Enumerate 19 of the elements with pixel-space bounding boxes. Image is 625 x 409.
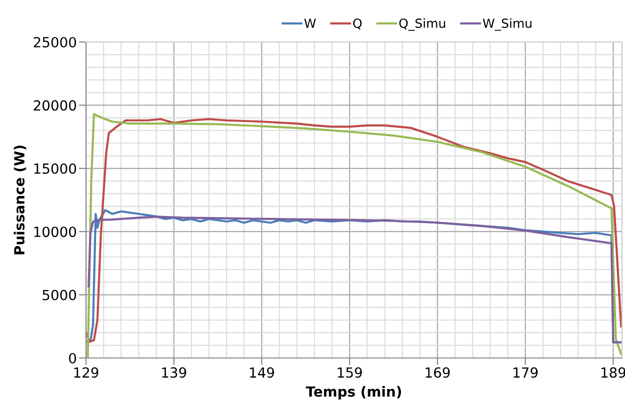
y-tick-label: 25000 [34,36,76,48]
y-tick-label: 0 [69,352,76,364]
x-tick-label: 189 [601,367,625,378]
y-tick-label: 10000 [34,226,76,238]
y-tick-label: 20000 [34,100,76,111]
legend-label: Q_Simu [399,18,446,31]
x-tick-label: 129 [74,367,98,378]
legend-label: W [304,18,316,28]
x-tick-label: 159 [338,367,362,378]
x-tick-label: 169 [426,367,450,378]
x-tick-label: 139 [162,367,186,378]
y-axis-title: Puissance (W) [14,146,26,254]
legend-label: Q [353,18,362,30]
y-tick-label: 15000 [34,163,76,174]
legend-label: W_Simu [482,18,532,31]
x-tick-label: 149 [250,367,274,378]
y-tick-label: 5000 [42,290,76,300]
x-tick-label: 179 [514,367,538,378]
x-axis-title: Temps (min) [306,386,401,400]
